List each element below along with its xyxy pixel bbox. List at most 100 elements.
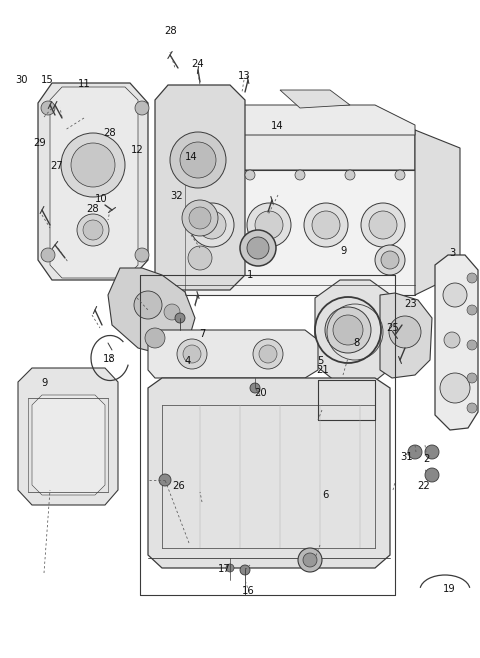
Text: 20: 20 [254,388,266,399]
Text: 14: 14 [271,121,284,132]
Circle shape [145,328,165,348]
Text: 10: 10 [95,193,107,204]
Circle shape [467,373,477,383]
Polygon shape [108,268,195,355]
Circle shape [467,273,477,283]
Circle shape [135,248,149,262]
Polygon shape [32,395,105,495]
Text: 11: 11 [78,78,90,89]
Polygon shape [280,90,350,108]
Circle shape [240,565,250,575]
Text: 31: 31 [401,452,413,463]
Circle shape [369,211,397,239]
Circle shape [175,313,185,323]
Polygon shape [415,130,460,295]
Circle shape [240,230,276,266]
Circle shape [255,211,283,239]
Circle shape [425,468,439,482]
Text: 22: 22 [417,480,430,491]
Text: 29: 29 [33,138,46,149]
Circle shape [408,445,422,459]
Circle shape [71,143,115,187]
Circle shape [177,339,207,369]
Circle shape [303,553,317,567]
Circle shape [182,200,218,236]
Circle shape [425,445,439,459]
Circle shape [333,315,363,345]
Polygon shape [175,170,415,295]
Text: 28: 28 [103,128,116,138]
Circle shape [189,207,211,229]
Circle shape [250,383,260,393]
Circle shape [389,316,421,348]
Circle shape [41,248,55,262]
Circle shape [295,170,305,180]
Text: 13: 13 [238,70,250,81]
Polygon shape [380,293,432,378]
Circle shape [361,203,405,247]
Text: 1: 1 [247,270,254,280]
Circle shape [247,237,269,259]
Circle shape [467,305,477,315]
Text: 8: 8 [353,338,360,349]
Circle shape [180,142,216,178]
Text: 14: 14 [185,151,197,162]
Circle shape [312,211,340,239]
Circle shape [395,170,405,180]
Circle shape [159,474,171,486]
Text: 23: 23 [404,299,417,309]
Text: 5: 5 [317,355,324,366]
Circle shape [226,564,234,572]
Text: 9: 9 [340,246,347,257]
Circle shape [253,339,283,369]
Circle shape [259,345,277,363]
Circle shape [170,132,226,188]
Text: 7: 7 [199,329,206,340]
Circle shape [467,403,477,413]
Text: 4: 4 [185,355,192,366]
Polygon shape [435,255,478,430]
Text: 16: 16 [242,586,255,596]
Text: 2: 2 [423,454,430,465]
Text: 21: 21 [316,365,329,375]
Circle shape [195,170,205,180]
Circle shape [183,345,201,363]
Circle shape [77,214,109,246]
Circle shape [298,548,322,572]
Circle shape [444,332,460,348]
Polygon shape [50,87,138,278]
Polygon shape [175,110,415,170]
Circle shape [190,203,234,247]
Circle shape [375,245,405,275]
Polygon shape [175,105,415,135]
Text: 30: 30 [15,75,27,86]
Text: 28: 28 [86,204,98,215]
Text: 24: 24 [192,59,204,70]
Circle shape [164,304,180,320]
Polygon shape [18,368,118,505]
Text: 12: 12 [131,145,143,155]
Circle shape [345,170,355,180]
Text: 17: 17 [218,564,231,574]
Circle shape [135,101,149,115]
Circle shape [83,220,103,240]
Circle shape [325,307,371,353]
Circle shape [440,373,470,403]
Text: 9: 9 [41,378,48,388]
Circle shape [304,203,348,247]
Circle shape [467,340,477,350]
Text: 6: 6 [322,490,329,500]
Text: 26: 26 [172,480,185,491]
Circle shape [61,133,125,197]
Text: 18: 18 [103,353,116,364]
Text: 19: 19 [443,584,455,594]
Circle shape [188,246,212,270]
Text: 15: 15 [41,75,53,86]
Text: 32: 32 [170,191,183,201]
Circle shape [315,297,381,363]
Polygon shape [315,280,395,385]
Text: 3: 3 [449,248,456,259]
Circle shape [443,283,467,307]
Circle shape [245,170,255,180]
Circle shape [247,203,291,247]
